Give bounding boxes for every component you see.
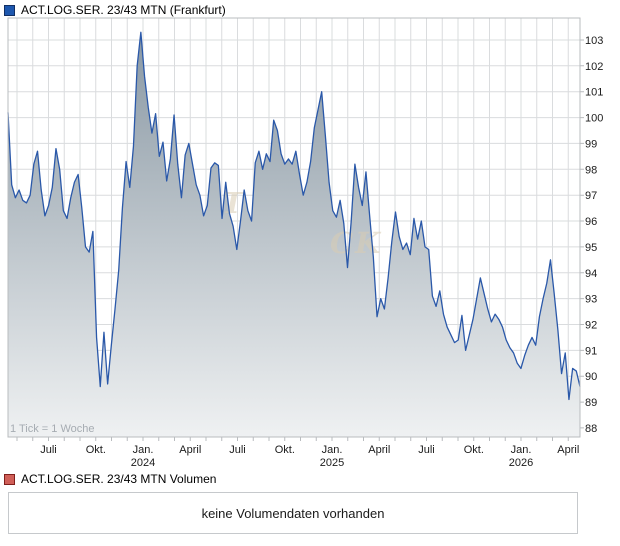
x-axis-label: Jan. — [322, 444, 343, 456]
y-axis-label: 88 — [585, 423, 597, 435]
y-axis-label: 97 — [585, 190, 597, 202]
y-axis-label: 103 — [585, 35, 603, 47]
price-legend-swatch-icon — [4, 4, 15, 16]
y-axis-label: 102 — [585, 61, 603, 73]
price-line — [7, 31, 581, 401]
y-axis-label: 99 — [585, 138, 597, 150]
y-axis-label: 89 — [585, 397, 597, 409]
x-axis-year-label: 2025 — [320, 457, 344, 469]
x-axis-label: Juli — [418, 444, 435, 456]
x-axis-label: April — [557, 444, 579, 456]
x-axis-label: Okt. — [86, 444, 106, 456]
x-axis-label: Jan. — [133, 444, 154, 456]
axis-ticks — [16, 39, 584, 441]
price-legend-label: ACT.LOG.SER. 23/43 MTN (Frankfurt) — [21, 3, 226, 17]
y-axis-label: 94 — [585, 268, 597, 280]
watermark-text: CK — [330, 226, 382, 260]
volume-no-data-box: keine Volumendaten vorhanden — [8, 492, 578, 534]
y-axis-label: 95 — [585, 242, 597, 254]
x-axis-label: Okt. — [275, 444, 295, 456]
price-chart: TCK888990919293949596979899100101102103J… — [7, 17, 603, 469]
y-axis-label: 96 — [585, 216, 597, 228]
price-legend: ACT.LOG.SER. 23/43 MTN (Frankfurt) — [4, 3, 226, 17]
y-axis-label: 91 — [585, 345, 597, 357]
volume-legend-swatch-icon — [4, 473, 15, 485]
x-axis-label: Jan. — [511, 444, 532, 456]
x-axis-label: April — [368, 444, 390, 456]
volume-legend-label: ACT.LOG.SER. 23/43 MTN Volumen — [21, 472, 217, 486]
x-axis-year-label: 2026 — [509, 457, 533, 469]
x-axis-label: April — [179, 444, 201, 456]
price-area-fill — [8, 32, 580, 437]
x-axis-label: Juli — [229, 444, 246, 456]
y-axis-label: 101 — [585, 87, 603, 99]
y-axis-label: 100 — [585, 113, 603, 125]
volume-legend: ACT.LOG.SER. 23/43 MTN Volumen — [4, 472, 216, 486]
y-axis-label: 93 — [585, 294, 597, 306]
y-axis-label: 92 — [585, 320, 597, 332]
x-axis-year-label: 2024 — [131, 457, 155, 469]
plot-border — [7, 17, 581, 438]
x-axis-label: Okt. — [464, 444, 484, 456]
x-axis-label: Juli — [40, 444, 57, 456]
y-axis-label: 90 — [585, 371, 597, 383]
y-axis-label: 98 — [585, 164, 597, 176]
tick-interval-note: 1 Tick = 1 Woche — [10, 423, 94, 435]
volume-no-data-message: keine Volumendaten vorhanden — [201, 505, 385, 521]
